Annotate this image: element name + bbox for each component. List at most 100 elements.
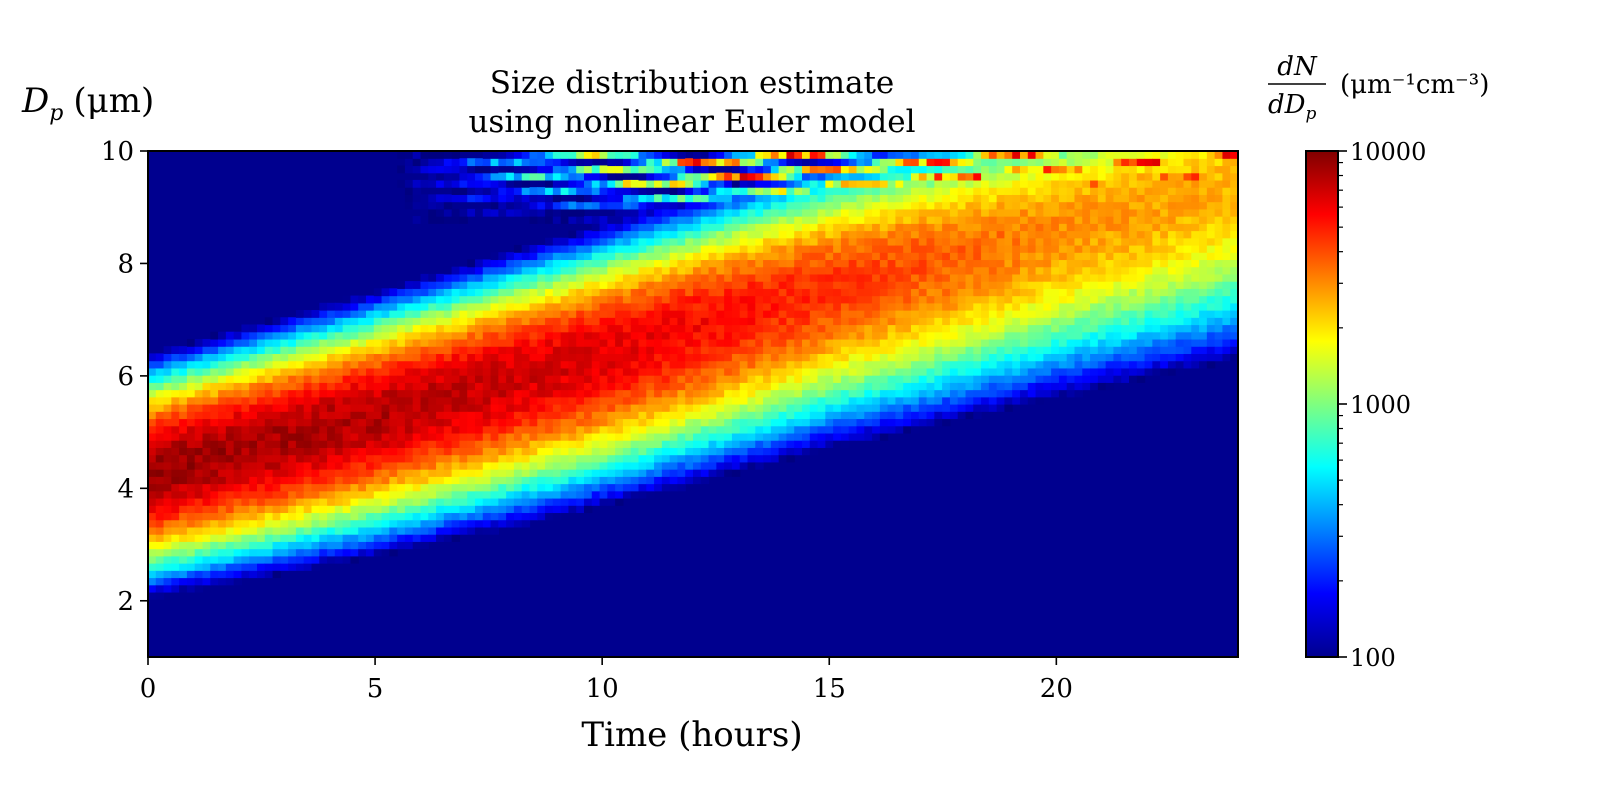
heatmap-cell	[879, 259, 889, 268]
heatmap-cell	[646, 288, 655, 297]
heatmap-cell	[576, 216, 585, 224]
heatmap-cell	[459, 281, 468, 289]
heatmap-cell	[584, 425, 593, 434]
heatmap-cell	[513, 519, 523, 528]
heatmap-cell	[303, 563, 313, 571]
heatmap-cell	[778, 404, 788, 412]
heatmap-cell	[257, 367, 266, 376]
heatmap-cell	[677, 295, 686, 304]
heatmap-cell	[778, 418, 788, 427]
heatmap-cell	[272, 432, 281, 441]
heatmap-cell	[475, 411, 484, 420]
heatmap-cell	[802, 216, 811, 224]
heatmap-cell	[451, 469, 461, 477]
heatmap-cell	[358, 548, 367, 557]
heatmap-cell	[848, 252, 858, 261]
heatmap-cell	[747, 244, 756, 253]
heatmap-cell	[163, 555, 172, 564]
heatmap-cell	[770, 396, 780, 405]
heatmap-cell	[225, 389, 235, 398]
heatmap-cell	[903, 338, 912, 347]
heatmap-cell	[560, 454, 570, 463]
heatmap-cell	[677, 432, 686, 441]
heatmap-cell	[700, 360, 710, 369]
heatmap-cell	[911, 216, 920, 224]
heatmap-cell	[724, 237, 733, 246]
heatmap-cell	[949, 273, 959, 282]
heatmap-cell	[724, 360, 733, 369]
heatmap-cell	[327, 353, 336, 362]
heatmap-cell	[428, 324, 437, 333]
heatmap-cell	[467, 447, 476, 456]
heatmap-cell	[770, 324, 780, 333]
heatmap-cell	[584, 273, 593, 282]
heatmap-cell	[794, 244, 803, 253]
heatmap-cell	[552, 302, 562, 311]
heatmap-cell	[825, 324, 834, 333]
heatmap-cell	[420, 519, 429, 528]
heatmap-cell	[552, 375, 562, 383]
heatmap-cell	[171, 497, 180, 506]
heatmap-cell	[615, 338, 624, 347]
heatmap-cell	[607, 497, 616, 506]
heatmap-cell	[622, 273, 632, 282]
heatmap-cell	[716, 338, 725, 347]
heatmap-cell	[996, 302, 1006, 311]
heatmap-cell	[218, 497, 227, 506]
heatmap-cell	[739, 324, 749, 333]
heatmap-cell	[607, 411, 616, 420]
heatmap-cell	[295, 382, 305, 391]
heatmap-cell	[895, 179, 904, 188]
heatmap-cell	[412, 512, 422, 521]
heatmap-cell	[475, 158, 484, 167]
heatmap-cell	[155, 461, 165, 470]
heatmap-cell	[802, 194, 811, 203]
heatmap-cell	[895, 396, 904, 405]
heatmap-cell	[887, 404, 897, 412]
heatmap-cell	[607, 201, 616, 210]
heatmap-cell	[693, 252, 702, 261]
heatmap-cell	[879, 389, 889, 398]
heatmap-cell	[272, 440, 281, 448]
heatmap-cell	[622, 461, 632, 470]
heatmap-cell	[342, 310, 352, 318]
heatmap-cell	[163, 512, 172, 521]
heatmap-cell	[1097, 281, 1107, 289]
heatmap-cell	[973, 324, 982, 333]
heatmap-cell	[1035, 187, 1044, 195]
heatmap-cell	[272, 555, 281, 564]
heatmap-cell	[747, 317, 756, 326]
heatmap-cell	[568, 497, 577, 506]
heatmap-cell	[373, 432, 383, 441]
heatmap-cell	[817, 440, 826, 448]
heatmap-cell	[794, 382, 803, 391]
heatmap-cell	[739, 266, 749, 275]
heatmap-cell	[1004, 187, 1013, 195]
heatmap-cell	[661, 440, 671, 448]
heatmap-cell	[210, 353, 219, 362]
heatmap-cell	[716, 237, 725, 246]
heatmap-cell	[747, 259, 756, 268]
heatmap-cell	[490, 158, 499, 167]
heatmap-cell	[498, 454, 507, 463]
heatmap-cell	[833, 201, 842, 210]
heatmap-cell	[498, 259, 507, 268]
heatmap-cell	[739, 259, 749, 268]
heatmap-cell	[545, 158, 554, 167]
heatmap-cell	[436, 418, 445, 427]
heatmap-cell	[677, 454, 686, 463]
heatmap-cell	[451, 367, 461, 376]
heatmap-cell	[708, 396, 717, 405]
heatmap-cell	[327, 469, 336, 477]
heatmap-cell	[529, 367, 538, 376]
heatmap-cell	[529, 389, 538, 398]
heatmap-cell	[155, 375, 165, 383]
heatmap-cell	[669, 461, 679, 470]
heatmap-cell	[475, 208, 484, 217]
heatmap-cell	[763, 425, 772, 434]
heatmap-cell	[568, 404, 577, 412]
heatmap-cell	[303, 331, 313, 340]
heatmap-cell	[218, 519, 227, 528]
heatmap-cell	[451, 281, 461, 289]
heatmap-cell	[848, 338, 858, 347]
